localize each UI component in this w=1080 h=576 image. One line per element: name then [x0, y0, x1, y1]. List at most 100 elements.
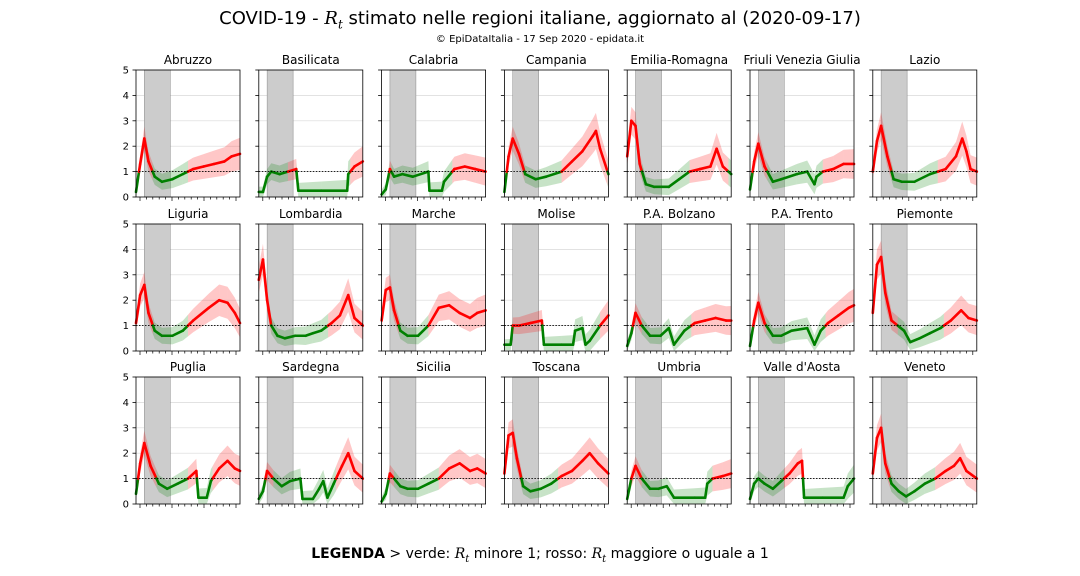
subplot: Lombardia: [255, 207, 365, 355]
rt-line-red: [223, 155, 233, 163]
rt-line-green: [539, 482, 553, 491]
rt-line-red: [427, 306, 441, 327]
subplot: Campania: [500, 53, 610, 201]
rt-line-red: [143, 137, 150, 163]
rt-line-red: [944, 155, 958, 171]
axes-frame: [258, 223, 364, 352]
rt-line-red: [596, 462, 610, 475]
subplot-title: Marche: [412, 207, 456, 221]
rt-line-red: [890, 319, 900, 327]
legend-part1: > verde:: [384, 546, 455, 562]
rt-line-green: [913, 482, 927, 493]
title-suffix: stimato nelle regioni italiane, aggiorna…: [342, 8, 861, 29]
subplot-title: P.A. Trento: [771, 207, 833, 221]
lockdown-band: [512, 223, 539, 352]
lockdown-band: [389, 376, 417, 505]
rt-line-red: [821, 167, 835, 173]
rt-line-green: [902, 329, 912, 344]
rt-line-green: [509, 324, 515, 346]
rt-line-green: [416, 482, 430, 491]
y-tick-label: 0: [123, 500, 129, 511]
rt-line-green: [283, 334, 297, 340]
rt-line-red: [338, 293, 350, 317]
rt-line-red: [752, 301, 760, 322]
chart-title: COVID-19 - Rt stimato nelle regioni ital…: [0, 8, 1080, 32]
subplot-title: Veneto: [904, 360, 946, 374]
rt-line-green: [727, 170, 733, 176]
rt-line-green: [897, 489, 908, 498]
lockdown-band: [880, 69, 908, 198]
rt-line-red: [837, 306, 851, 317]
rt-line-green: [442, 170, 454, 184]
uncertainty-band: [198, 487, 207, 504]
rt-line-red: [634, 124, 641, 166]
rt-line-red: [475, 467, 487, 475]
legend-sub-1: t: [465, 553, 470, 565]
lockdown-band: [758, 223, 785, 352]
subplot: Friuli Venezia Giulia: [743, 53, 861, 201]
rt-line-red: [634, 464, 644, 480]
rt-line-red: [757, 142, 766, 168]
rt-line-red: [149, 464, 158, 480]
rt-line-red: [138, 441, 146, 465]
axes-frame: [503, 223, 609, 352]
rt-line-green: [153, 175, 164, 184]
rt-line-red: [570, 149, 584, 163]
rt-line-green: [272, 477, 283, 488]
subplot: 0 1 2 3 4 5 Abruzzo: [123, 53, 242, 204]
y-tick-label: 4: [123, 91, 129, 102]
subplot: Basilicata: [255, 53, 365, 201]
rt-line-red: [475, 309, 487, 315]
uncertainty-band: [804, 487, 823, 504]
axes-frame: [749, 223, 855, 352]
rt-line-red: [529, 319, 544, 325]
rt-line-green: [813, 175, 818, 186]
axes-frame: [503, 376, 609, 505]
rt-line-red: [560, 469, 574, 478]
rt-line-green: [571, 329, 577, 346]
rt-line-green: [928, 326, 942, 335]
rt-line-red: [211, 467, 221, 480]
rt-line-red: [965, 149, 972, 171]
rt-line-red: [949, 309, 963, 322]
rt-line-red: [330, 314, 342, 325]
rt-line-red: [447, 462, 461, 470]
rt-line-green: [261, 175, 269, 194]
rt-line-green: [918, 331, 932, 340]
axes-frame: [626, 376, 732, 505]
subplot: Marche: [378, 207, 487, 355]
rt-line-green: [748, 324, 755, 348]
rt-line-red: [458, 311, 472, 320]
rt-line-red: [751, 160, 756, 173]
rt-line-green: [667, 177, 681, 189]
rt-line-red: [511, 431, 519, 460]
rt-line-red: [638, 162, 644, 173]
rt-line-red: [944, 464, 956, 473]
y-tick-label: 0: [123, 347, 129, 358]
subplot: Umbria: [623, 360, 733, 508]
subplot-title: Lazio: [909, 53, 940, 67]
rt-line-green: [534, 175, 548, 181]
rt-line-red: [883, 291, 893, 322]
rt-line-green: [659, 326, 671, 338]
rt-line-green: [588, 324, 602, 343]
rt-line-green: [540, 324, 546, 346]
rt-line-green: [657, 484, 669, 491]
rt-line-green: [913, 172, 932, 184]
rt-line-green: [384, 477, 391, 496]
lockdown-band: [389, 223, 417, 352]
rt-line-red: [871, 436, 879, 475]
rt-line-red: [143, 283, 150, 315]
subplot-title: Liguria: [168, 207, 209, 221]
subplot-title: Basilicata: [282, 53, 340, 67]
subplot: Toscana: [500, 360, 610, 508]
rt-line-red: [138, 137, 146, 166]
rt-line-green: [748, 482, 756, 501]
rt-line-red: [709, 147, 718, 168]
rt-line-green: [625, 331, 633, 348]
rt-line-green: [896, 324, 906, 332]
rt-line-red: [879, 426, 887, 465]
rt-line-green: [677, 170, 691, 181]
rt-line-red: [693, 319, 707, 325]
rt-line-green: [295, 170, 300, 192]
